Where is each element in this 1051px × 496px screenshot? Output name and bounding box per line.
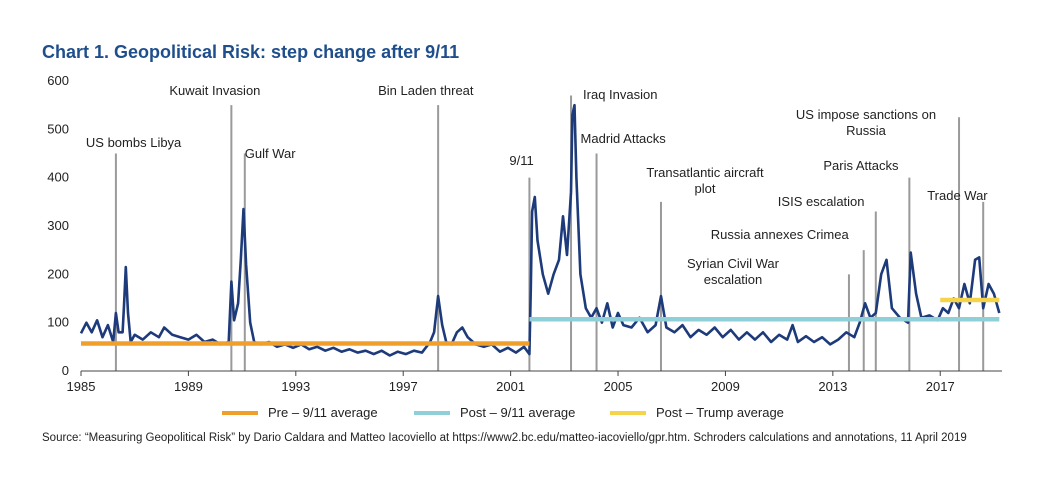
legend-label-post-911: Post – 9/11 average	[460, 405, 576, 420]
event-label-2: Gulf War	[245, 146, 296, 161]
legend-label-post-trump: Post – Trump average	[656, 405, 784, 420]
event-label-4: 9/11	[509, 153, 533, 168]
y-tick-label: 500	[47, 121, 69, 136]
legend-item-pre-911: Pre – 9/11 average	[222, 405, 378, 420]
legend-item-post-trump: Post – Trump average	[610, 405, 784, 420]
geopolitical-risk-chart: 0 100 200 300 400 500 600 1985 1989 1993 1997 2001 2…	[47, 73, 1002, 394]
y-tick-label: 100	[47, 315, 69, 330]
legend-label-pre-911: Pre – 9/11 average	[268, 405, 378, 420]
legend-swatch-post-trump	[610, 410, 646, 415]
y-tick-label: 400	[47, 170, 69, 185]
x-tick-label: 2005	[604, 379, 633, 394]
source-note: Source: “Measuring Geopolitical Risk” by…	[42, 432, 967, 444]
event-label-8-line2: escalation	[704, 272, 763, 287]
legend-swatch-post-911	[414, 410, 450, 415]
event-label-12: US impose sanctions on	[796, 107, 936, 122]
x-tick-label: 1985	[67, 379, 96, 394]
event-label-11: Paris Attacks	[823, 158, 899, 173]
event-label-5: Iraq Invasion	[583, 87, 657, 102]
y-tick-label: 0	[62, 363, 69, 378]
legend-swatch-pre-911	[222, 410, 258, 415]
event-label-9: Russia annexes Crimea	[711, 227, 850, 242]
x-tick-label: 2013	[818, 379, 847, 394]
event-label-10: ISIS escalation	[778, 194, 865, 209]
event-label-13: Trade War	[927, 188, 988, 203]
event-label-7: Transatlantic aircraft	[646, 165, 764, 180]
event-label-3: Bin Laden threat	[378, 83, 474, 98]
x-tick-label: 2001	[496, 379, 525, 394]
chart-legend: Pre – 9/11 average Post – 9/11 average P…	[0, 405, 1051, 425]
y-tick-label: 300	[47, 218, 69, 233]
x-tick-label: 2017	[926, 379, 955, 394]
x-tick-label: 2009	[711, 379, 740, 394]
event-label-6: Madrid Attacks	[581, 131, 667, 146]
x-tick-label: 1989	[174, 379, 203, 394]
x-tick-label: 1997	[389, 379, 418, 394]
y-tick-label: 200	[47, 266, 69, 281]
event-label-1: Kuwait Invasion	[169, 83, 260, 98]
x-tick-label: 1993	[281, 379, 310, 394]
event-label-8: Syrian Civil War	[687, 256, 780, 271]
event-label-7-line2: plot	[695, 181, 716, 196]
chart-title: Chart 1. Geopolitical Risk: step change …	[42, 42, 460, 62]
event-label-0: US bombs Libya	[86, 135, 182, 150]
event-label-12-line2: Russia	[846, 123, 887, 138]
legend-item-post-911: Post – 9/11 average	[414, 405, 575, 420]
y-tick-label: 600	[47, 73, 69, 88]
